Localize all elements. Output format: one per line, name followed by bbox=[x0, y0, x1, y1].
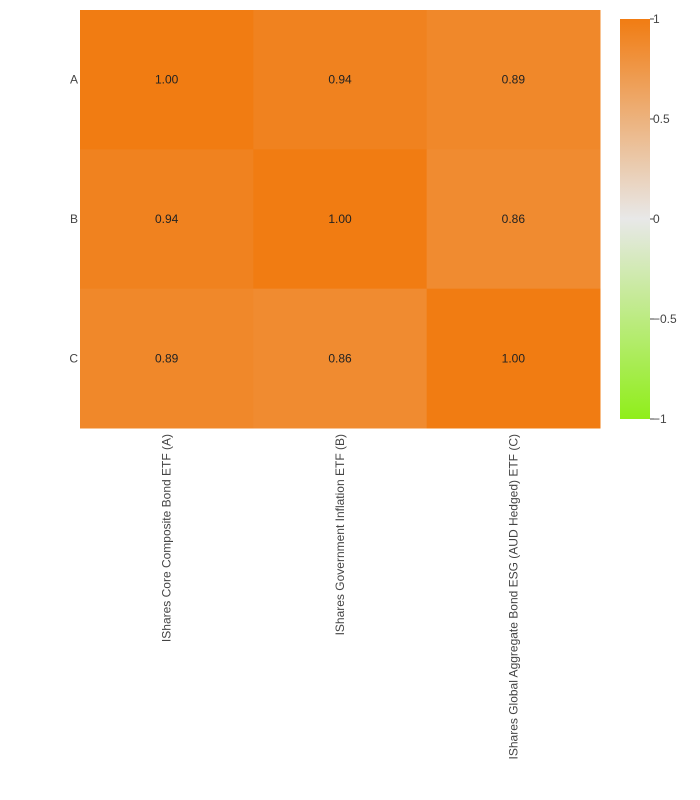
x-tick-label: IShares Core Composite Bond ETF (A) bbox=[160, 434, 174, 642]
colorbar-tick-label: 0.5 bbox=[653, 112, 670, 126]
heatmap-cell-A-2 bbox=[253, 10, 428, 150]
heatmap-cell-C-3 bbox=[426, 288, 601, 429]
colorbar-tick-label: 1 bbox=[653, 12, 660, 26]
cell-value-label: 0.94 bbox=[328, 73, 352, 87]
cell-value-label: 1.00 bbox=[502, 351, 526, 365]
cell-value-label: 0.94 bbox=[155, 212, 179, 226]
colorbar-gradient bbox=[620, 19, 650, 419]
heatmap-cell-labels: 1.00 0.94 0.89 0.94 1.00 0.86 0.89 0.86 1.00 bbox=[155, 73, 525, 366]
colorbar: 1 0.5 0 −0.5 −1 bbox=[620, 12, 677, 426]
cell-value-label: 0.86 bbox=[502, 212, 526, 226]
y-tick-label: B bbox=[70, 212, 78, 226]
cell-value-label: 0.89 bbox=[155, 351, 179, 365]
heatmap-cell-C-1 bbox=[80, 288, 254, 429]
heatmap-cell-B-2 bbox=[253, 149, 428, 290]
y-axis-tick-labels: A B C bbox=[69, 73, 78, 366]
cell-value-label: 1.00 bbox=[155, 73, 179, 87]
y-tick-label: C bbox=[69, 351, 78, 365]
heatmap-cell-B-3 bbox=[426, 149, 601, 290]
x-axis-tick-labels: IShares Core Composite Bond ETF (A) IShar… bbox=[160, 434, 521, 759]
colorbar-tick-label: −1 bbox=[653, 412, 667, 426]
cell-value-label: 0.89 bbox=[502, 73, 526, 87]
heatmap-cell-B-1 bbox=[80, 149, 254, 290]
x-tick-label: IShares Government Inflation ETF (B) bbox=[333, 434, 347, 635]
x-tick-label: IShares Global Aggregate Bond ESG (AUD H… bbox=[506, 434, 520, 759]
colorbar-tick-label: −0.5 bbox=[653, 312, 677, 326]
heatmap-cell-C-2 bbox=[253, 288, 428, 429]
heatmap-cell-A-1 bbox=[80, 10, 254, 150]
y-tick-label: A bbox=[70, 73, 78, 87]
cell-value-label: 0.86 bbox=[328, 351, 352, 365]
colorbar-tick-label: 0 bbox=[653, 212, 660, 226]
heatmap-cell-A-3 bbox=[426, 10, 601, 150]
heatmap-cells bbox=[80, 10, 601, 429]
cell-value-label: 1.00 bbox=[328, 212, 352, 226]
